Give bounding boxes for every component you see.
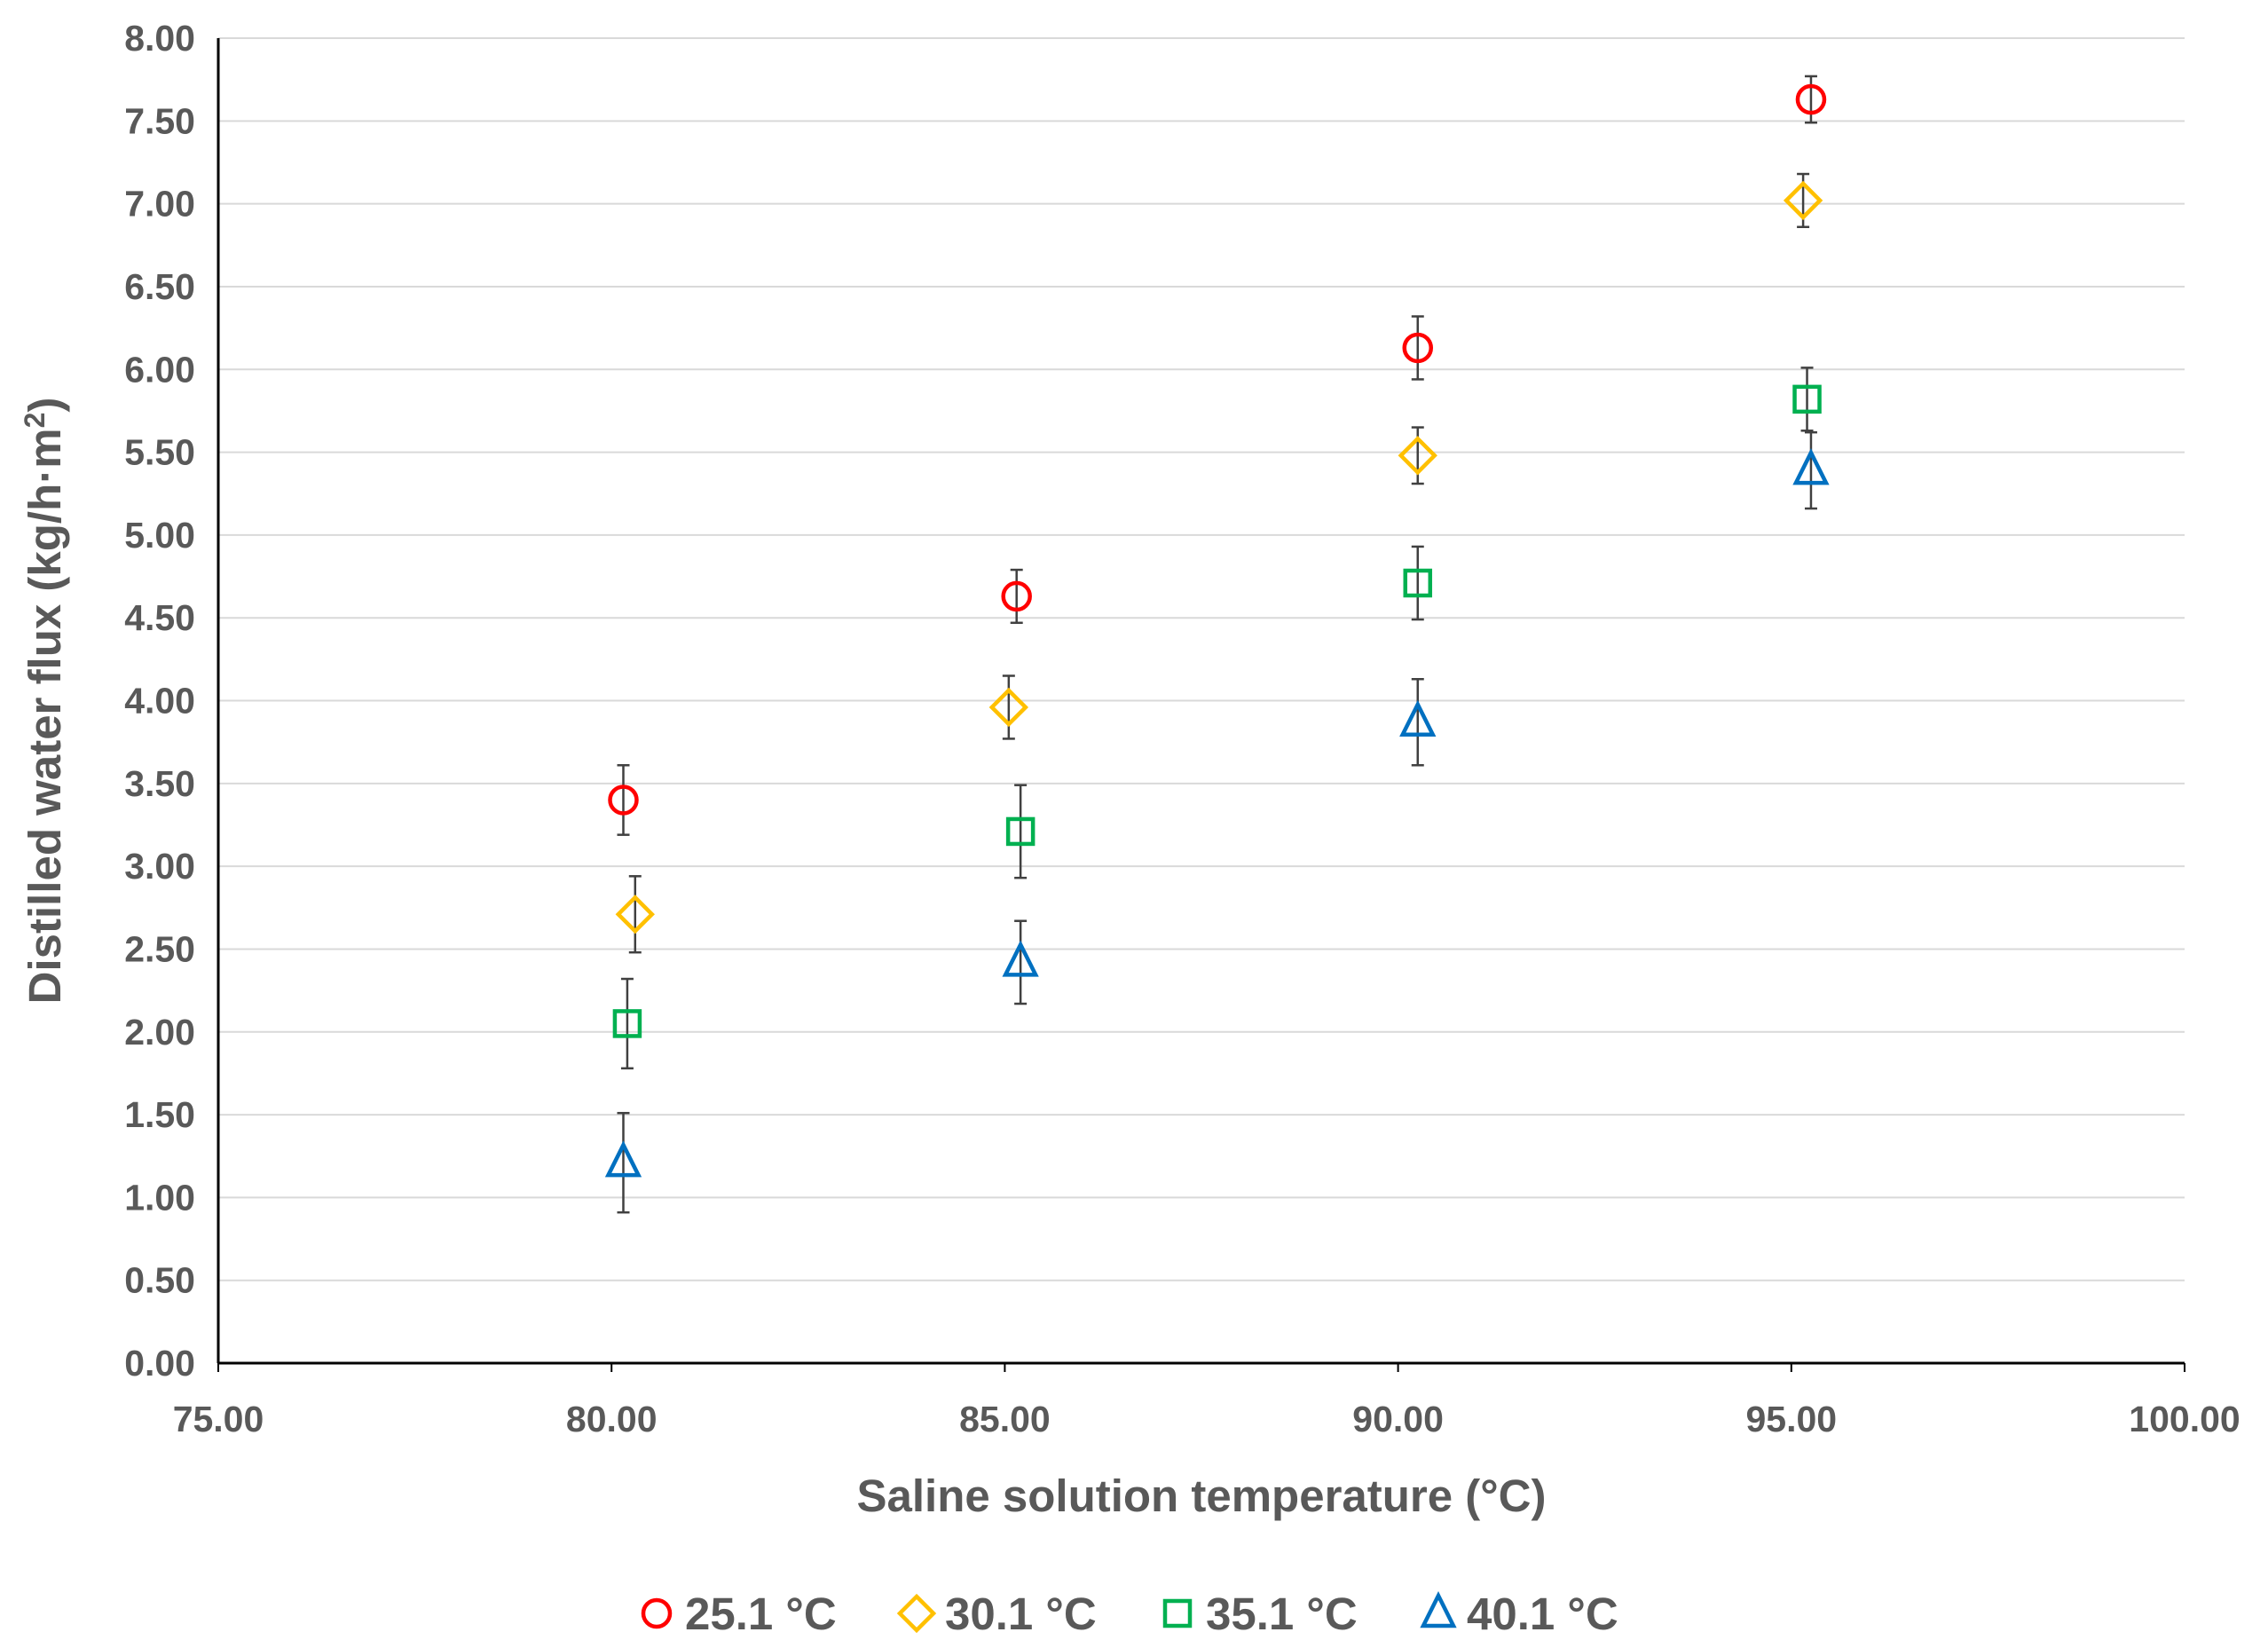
y-tick-label: 6.00	[124, 349, 195, 390]
y-tick-label: 7.00	[124, 184, 195, 225]
y-tick-label: 8.00	[124, 18, 195, 59]
legend-marker-triangle	[1420, 1590, 1457, 1628]
data-point-triangle	[604, 1140, 642, 1178]
data-point-circle	[608, 785, 639, 816]
y-tick-label: 2.00	[124, 1012, 195, 1053]
y-tick-label: 1.50	[124, 1094, 195, 1135]
data-point-diamond	[1398, 436, 1437, 476]
x-tick-label: 80.00	[566, 1399, 658, 1439]
y-tick-label: 4.50	[124, 597, 195, 638]
data-point-triangle	[1399, 699, 1437, 737]
data-point-triangle	[1002, 940, 1039, 977]
legend-item-square: 35.1 °C	[1162, 1589, 1358, 1639]
legend-label: 35.1 °C	[1206, 1589, 1358, 1639]
x-tick-label: 90.00	[1352, 1399, 1444, 1439]
y-tick-label: 3.50	[124, 763, 195, 804]
error-bars	[617, 75, 1817, 1214]
y-tick-label: 0.00	[124, 1343, 195, 1384]
y-tick-label: 7.50	[124, 100, 195, 141]
legend-item-circle: 25.1 °C	[641, 1589, 837, 1639]
data-point-square	[1005, 816, 1036, 847]
x-axis-title: Saline solution temperature (°C)	[856, 1471, 1546, 1521]
y-tick-label: 6.50	[124, 266, 195, 307]
data-point-square	[612, 1009, 642, 1038]
y-tick-label: 1.00	[124, 1177, 195, 1218]
y-axis-title-superscript: 2	[19, 413, 51, 429]
data-point-square	[1792, 384, 1822, 414]
x-tick-label: 85.00	[959, 1399, 1051, 1439]
legend-label: 30.1 °C	[945, 1589, 1097, 1639]
legend-marker-diamond	[896, 1593, 937, 1634]
data-point-circle	[1795, 83, 1827, 115]
legend: 25.1 °C 30.1 °C 35.1 °C 40.1 °C	[641, 1589, 1618, 1639]
legend-item-diamond: 30.1 °C	[896, 1589, 1097, 1639]
legend-label: 25.1 °C	[685, 1589, 837, 1639]
y-axis-title: Distilled water flux (kg/h·m2)	[19, 398, 70, 1005]
data-point-circle	[1001, 580, 1032, 612]
y-tick-label: 0.50	[124, 1260, 195, 1301]
legend-marker-square	[1162, 1598, 1193, 1628]
data-point-square	[1403, 568, 1433, 598]
y-tick-labels: 0.00 0.50 1.00 1.50 2.00 2.50 3.00 3.50 4.00 4.50…	[124, 18, 195, 1384]
y-tick-label: 4.00	[124, 681, 195, 721]
data-point-circle	[1402, 332, 1434, 364]
legend-label: 40.1 °C	[1467, 1589, 1618, 1639]
y-axis-title-close: )	[20, 398, 70, 413]
x-tick-label: 75.00	[173, 1399, 264, 1439]
data-point-diamond	[1783, 180, 1823, 221]
legend-item-triangle: 40.1 °C	[1420, 1589, 1618, 1639]
data-point-diamond	[988, 687, 1029, 728]
data-markers	[604, 83, 1830, 1178]
axes	[217, 38, 2185, 1365]
data-point-diamond	[615, 895, 655, 934]
y-axis-title-main: Distilled water flux (kg/h·m	[20, 428, 70, 1004]
y-tick-label: 5.00	[124, 515, 195, 556]
legend-marker-circle	[641, 1597, 673, 1629]
y-tick-label: 5.50	[124, 432, 195, 473]
gridlines	[218, 37, 2185, 1281]
x-tick-label: 95.00	[1745, 1399, 1837, 1439]
x-tick-labels: 75.00 80.00 85.00 90.00 95.00 100.00	[173, 1363, 2240, 1439]
data-point-triangle	[1792, 448, 1830, 485]
y-tick-label: 3.00	[124, 846, 195, 887]
y-tick-label: 2.50	[124, 928, 195, 969]
x-tick-label: 100.00	[2129, 1399, 2240, 1439]
